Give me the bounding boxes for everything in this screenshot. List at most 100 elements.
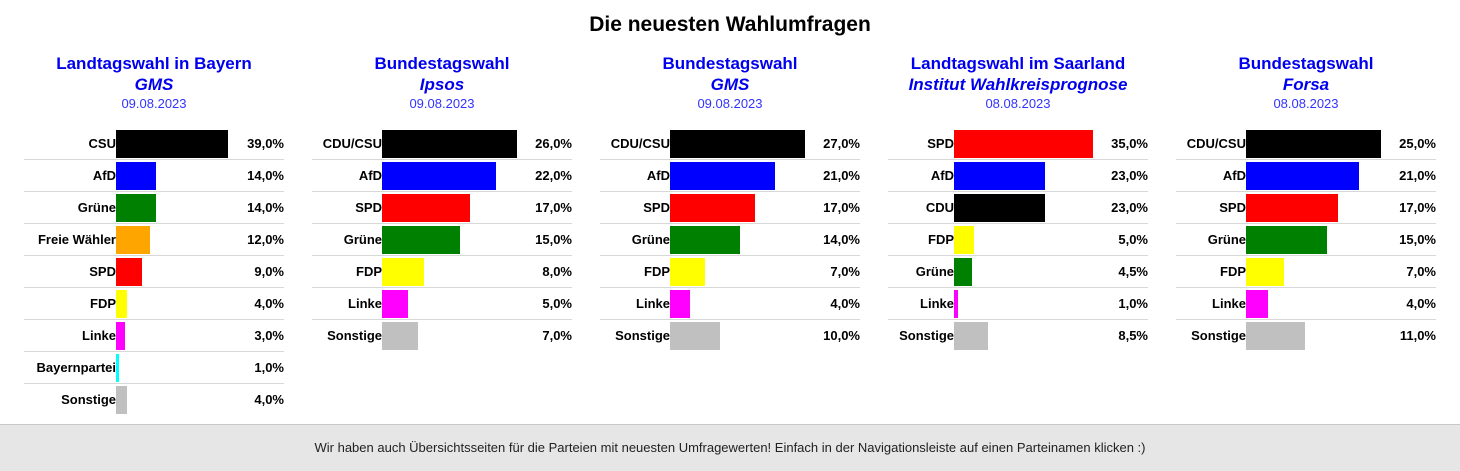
party-label: SPD xyxy=(1176,191,1246,224)
poll-row: CDU 23,0% xyxy=(888,191,1148,224)
bar-cell xyxy=(670,287,810,320)
poll-institute[interactable]: Forsa xyxy=(1282,75,1330,94)
bar-spd xyxy=(954,130,1093,158)
poll-table: SPD 35,0% AfD 23,0% CDU 23,0% FDP 5,0% Grüne 4,5%… xyxy=(888,128,1148,351)
bar-cell xyxy=(670,255,810,288)
bar-cdu-csu xyxy=(670,130,805,158)
bar-afd xyxy=(954,162,1045,190)
poll-row: SPD 35,0% xyxy=(888,128,1148,160)
poll-row: SPD 9,0% xyxy=(24,255,284,288)
party-label: SPD xyxy=(600,191,670,224)
poll-row: Sonstige 10,0% xyxy=(600,319,860,351)
bar-fdp xyxy=(116,290,127,318)
poll-row: SPD 17,0% xyxy=(312,191,572,224)
bar-sonstige xyxy=(382,322,418,350)
percent-value: 15,0% xyxy=(1386,223,1436,256)
percent-value: 8,0% xyxy=(522,255,572,288)
poll-row: Grüne 14,0% xyxy=(24,191,284,224)
bar-grüne xyxy=(1246,226,1327,254)
percent-value: 4,0% xyxy=(1386,287,1436,320)
party-label: Sonstige xyxy=(312,319,382,351)
percent-value: 23,0% xyxy=(1098,159,1148,192)
poll-row: Sonstige 8,5% xyxy=(888,319,1148,351)
poll-row: Sonstige 7,0% xyxy=(312,319,572,351)
bar-sonstige xyxy=(116,386,127,414)
bar-cell xyxy=(1246,223,1386,256)
percent-value: 4,0% xyxy=(234,287,284,320)
party-label: FDP xyxy=(888,223,954,256)
bar-sonstige xyxy=(954,322,988,350)
poll-row: AfD 21,0% xyxy=(1176,159,1436,192)
bar-cdu-csu xyxy=(382,130,517,158)
poll-row: FDP 8,0% xyxy=(312,255,572,288)
bar-cell xyxy=(1246,159,1386,192)
bar-grüne xyxy=(116,194,156,222)
poll-header[interactable]: Bundestagswahl Forsa 08.08.2023 xyxy=(1176,53,1436,113)
percent-value: 25,0% xyxy=(1399,136,1436,151)
poll-title[interactable]: Bundestagswahl xyxy=(374,54,510,73)
party-label: Grüne xyxy=(312,223,382,256)
poll-row: Grüne 4,5% xyxy=(888,255,1148,288)
bar-afd xyxy=(670,162,775,190)
poll-title[interactable]: Landtagswahl im Saarland xyxy=(910,54,1126,73)
percent-value: 27,0% xyxy=(823,136,860,151)
percent-value: 17,0% xyxy=(810,191,860,224)
poll-institute[interactable]: Ipsos xyxy=(419,75,465,94)
poll-title[interactable]: Bundestagswahl xyxy=(1238,54,1374,73)
bar-cell xyxy=(954,319,1098,351)
poll-header[interactable]: Landtagswahl im Saarland Institut Wahlkre… xyxy=(888,53,1148,113)
poll-date: 08.08.2023 xyxy=(1273,96,1339,111)
poll-row: FDP 7,0% xyxy=(1176,255,1436,288)
percent-value: 22,0% xyxy=(522,159,572,192)
party-label: Grüne xyxy=(24,191,116,224)
poll-title[interactable]: Bundestagswahl xyxy=(662,54,798,73)
poll-header[interactable]: Bundestagswahl Ipsos 09.08.2023 xyxy=(312,53,572,113)
percent-value: 7,0% xyxy=(1386,255,1436,288)
bar-cell xyxy=(1246,128,1386,160)
poll-row: Sonstige 11,0% xyxy=(1176,319,1436,351)
bar-cell xyxy=(1246,191,1386,224)
bar-afd xyxy=(116,162,156,190)
party-label: Grüne xyxy=(1176,223,1246,256)
poll-row: AfD 14,0% xyxy=(24,159,284,192)
party-label: Freie Wähler xyxy=(24,223,116,256)
percent-value: 21,0% xyxy=(810,159,860,192)
percent-value: 9,0% xyxy=(234,255,284,288)
bar-cell xyxy=(116,351,234,384)
bar-freie-wähler xyxy=(116,226,150,254)
poll-table: CSU 39,0% AfD 14,0% Grüne 14,0% Freie Wähler 12… xyxy=(24,128,284,415)
party-label: SPD xyxy=(927,136,954,151)
poll-row: CDU/CSU 26,0% xyxy=(312,128,572,160)
poll-panel: Bundestagswahl GMS 09.08.2023 CDU/CSU 27,0% A… xyxy=(600,53,860,351)
poll-header[interactable]: Landtagswahl in Bayern GMS 09.08.2023 xyxy=(24,53,284,113)
poll-institute[interactable]: Institut Wahlkreisprognose xyxy=(908,75,1128,94)
percent-value: 26,0% xyxy=(535,136,572,151)
percent-value: 35,0% xyxy=(1111,136,1148,151)
bar-cell xyxy=(670,191,810,224)
percent-value: 14,0% xyxy=(234,159,284,192)
party-label: Grüne xyxy=(600,223,670,256)
poll-row: CSU 39,0% xyxy=(24,128,284,160)
bar-linke xyxy=(1246,290,1268,318)
percent-value: 5,0% xyxy=(1098,223,1148,256)
poll-header[interactable]: Bundestagswahl GMS 09.08.2023 xyxy=(600,53,860,113)
poll-panel: Landtagswahl im Saarland Institut Wahlkre… xyxy=(888,53,1148,351)
bar-cdu-csu xyxy=(1246,130,1381,158)
poll-table: CDU/CSU 26,0% AfD 22,0% SPD 17,0% Grüne 15,0% FD… xyxy=(312,128,572,351)
bar-cell xyxy=(954,223,1098,256)
bar-grüne xyxy=(670,226,740,254)
poll-date: 09.08.2023 xyxy=(697,96,763,111)
party-label: FDP xyxy=(600,255,670,288)
party-label: Linke xyxy=(888,287,954,320)
percent-value: 39,0% xyxy=(247,136,284,151)
party-label: Linke xyxy=(312,287,382,320)
poll-row: Grüne 14,0% xyxy=(600,223,860,256)
poll-row: CDU/CSU 27,0% xyxy=(600,128,860,160)
poll-title[interactable]: Landtagswahl in Bayern xyxy=(56,54,252,73)
party-label: SPD xyxy=(24,255,116,288)
poll-institute[interactable]: GMS xyxy=(134,75,174,94)
poll-row: Linke 1,0% xyxy=(888,287,1148,320)
poll-institute[interactable]: GMS xyxy=(710,75,750,94)
bar-cell xyxy=(382,287,522,320)
poll-row: Freie Wähler 12,0% xyxy=(24,223,284,256)
